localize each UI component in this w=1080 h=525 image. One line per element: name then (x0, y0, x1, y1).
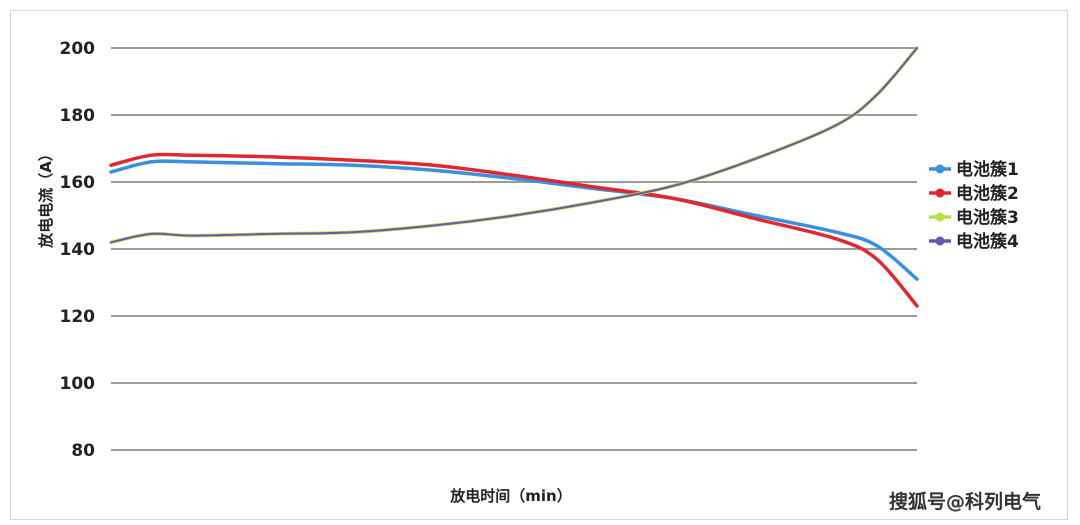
legend-label-1: 电池簇1 (956, 159, 1019, 180)
series-line-1 (109, 159, 919, 281)
y-axis-title: 放电电流（A） (37, 146, 55, 249)
y-tick-label-140: 140 (60, 240, 96, 260)
series-line-2 (109, 152, 919, 308)
y-tick-label-80: 80 (71, 441, 95, 461)
legend-label-4: 电池簇4 (956, 231, 1019, 252)
legend-marker-1 (935, 164, 945, 174)
series-line-3 (109, 46, 919, 245)
y-tick-label-180: 180 (60, 106, 96, 126)
legend-label-3: 电池簇3 (956, 207, 1019, 228)
y-tick-label-160: 160 (60, 173, 96, 193)
y-tick-label-200: 200 (60, 39, 96, 59)
legend-marker-4 (935, 236, 945, 246)
series-line-4 (110, 47, 918, 244)
x-axis-title: 放电时间（min） (449, 487, 571, 505)
y-tick-label-100: 100 (60, 374, 96, 394)
line-chart: 80 100 120 140 160 180 200 电池簇1 电池簇2 电池簇3 电池簇4 放电… (37, 39, 1041, 513)
y-tick-label-120: 120 (60, 307, 96, 327)
watermark-text: 搜狐号@科列电气 (889, 490, 1041, 513)
chart-frame: 80 100 120 140 160 180 200 电池簇1 电池簇2 电池簇3 电池簇4 放电… (10, 10, 1068, 520)
legend-marker-2 (935, 188, 945, 198)
legend-marker-3 (935, 212, 945, 222)
legend-label-2: 电池簇2 (956, 183, 1019, 204)
